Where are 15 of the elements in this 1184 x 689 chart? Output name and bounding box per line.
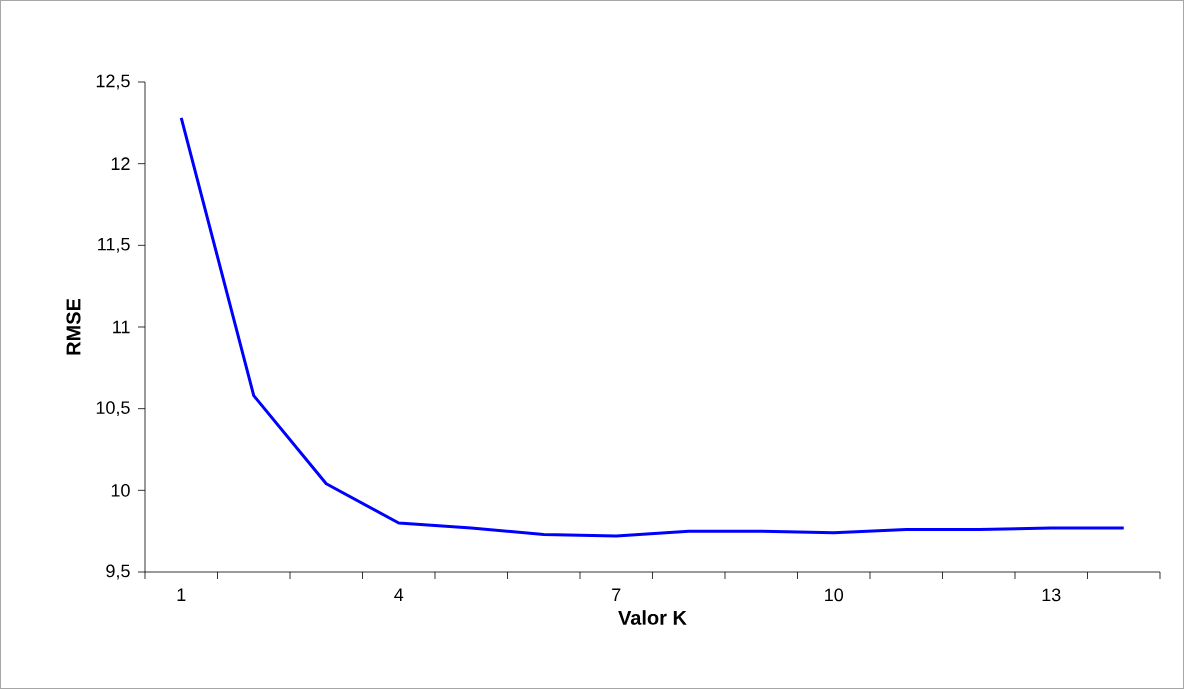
y-tick-label: 12 (111, 157, 130, 170)
y-tick-label: 10,5 (96, 401, 130, 417)
y-tick-label: 9,5 (106, 564, 130, 580)
x-tick-label: 13 (1042, 588, 1061, 602)
x-tick-label: 7 (612, 588, 621, 601)
line-series (179, 116, 1126, 538)
y-tick-label: 11 (113, 320, 130, 334)
y-tick-label: 10 (111, 483, 130, 497)
x-axis-title: Valor K (618, 610, 687, 625)
y-tick-label: 11,5 (98, 237, 130, 253)
y-axis-title: RMSE (66, 298, 81, 355)
x-tick-label: 1 (177, 588, 186, 601)
x-tick-label: 10 (825, 588, 844, 602)
x-tick-label: 4 (394, 588, 404, 601)
y-tick-label: 12,5 (96, 74, 130, 90)
